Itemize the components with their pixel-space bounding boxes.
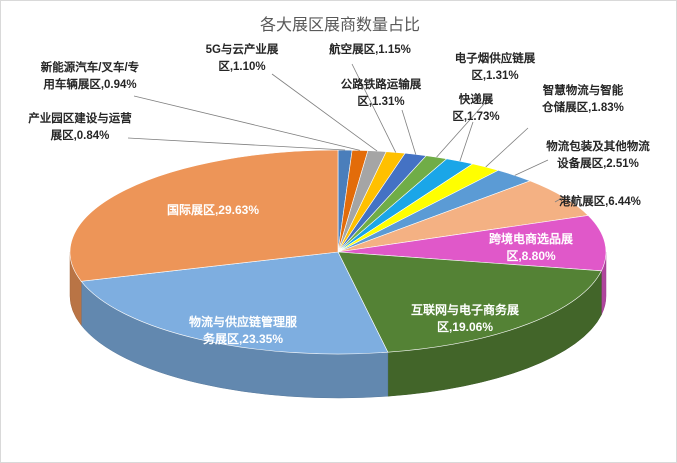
slice-2-label-line: 区,1.10% <box>218 60 265 73</box>
slice-1-label-line: 用车辆展区,0.94% <box>42 77 136 91</box>
slice-3-label-line: 航空展区,1.15% <box>329 42 411 56</box>
slice-2-label: 5G与云产业展区,1.10% <box>206 42 279 73</box>
slice-13 <box>69 149 339 282</box>
slice-8-label: 物流包装及其他物流设备展区,2.51% <box>546 139 650 170</box>
pie-slices <box>69 149 607 355</box>
slice-5-leader <box>436 94 493 158</box>
slice-6-leader <box>459 121 474 162</box>
slice-1-label-line: 新能源汽车/叉车/专 <box>41 60 139 74</box>
slice-6-label: 快递展区,1.73% <box>452 92 499 123</box>
slice-3-label: 航空展区,1.15% <box>329 42 411 56</box>
slice-0-label: 产业园区建设与运营展区,0.84% <box>28 111 132 142</box>
slice-9-leader <box>554 196 564 203</box>
slice-4-label-line: 区,1.31% <box>357 95 404 108</box>
slice-5-label: 电子烟供应链展区,1.31% <box>455 51 536 82</box>
slice-7-label-line: 仓储展区,1.83% <box>541 100 624 114</box>
slice-11-label-line: 区,19.06% <box>437 320 493 334</box>
slice-5-label-line: 区,1.31% <box>471 69 518 82</box>
slice-9-label-line: 港航展区,6.44% <box>559 194 641 208</box>
slice-11-label: 互联网与电子商务展区,19.06% <box>411 302 519 334</box>
slice-10 <box>337 215 607 272</box>
slice-0-leader <box>127 137 346 151</box>
slice-7-leader <box>485 127 529 168</box>
slice-11-label-line: 互联网与电子商务展 <box>411 302 519 317</box>
slice-9-label: 港航展区,6.44% <box>559 194 641 208</box>
slice-7-label: 智慧物流与智能仓储展区,1.83% <box>541 83 624 114</box>
slice-2-label-line: 5G与云产业展 <box>206 42 279 56</box>
slice-12-label: 物流与供应链管理服务展区,23.35% <box>189 314 298 346</box>
slice-0-label-line: 展区,0.84% <box>50 129 110 142</box>
slice-2-leader <box>271 73 378 152</box>
slice-3-leader <box>351 63 397 153</box>
leader-lines <box>127 63 564 203</box>
slice-12-label-line: 务展区,23.35% <box>203 331 283 346</box>
slice-labels: 产业园区建设与运营展区,0.84% 新能源汽车/叉车/专用车辆展区,0.94% 5G… <box>28 42 650 346</box>
slice-5-label-line: 电子烟供应链展 <box>455 51 536 65</box>
slice-8-label-line: 物流包装及其他物流 <box>546 139 650 153</box>
slice-1-label: 新能源汽车/叉车/专用车辆展区,0.94% <box>41 60 139 91</box>
slice-4-label-line: 公路铁路运输展 <box>341 77 422 91</box>
chart-title: 各大展区展商数量占比 <box>260 16 420 34</box>
slice-10-label-line: 区,8.80% <box>506 249 556 263</box>
slice-7-label-line: 智慧物流与智能 <box>543 83 624 97</box>
slice-8-label-line: 设备展区,2.51% <box>557 156 639 170</box>
slice-10-label-line: 跨境电商选品展 <box>489 231 573 246</box>
slice-4-leader <box>401 109 417 155</box>
slice-13-label: 国际展区,29.63% <box>167 203 259 217</box>
slice-12-label-line: 物流与供应链管理服 <box>189 314 298 329</box>
slice-13-label-line: 国际展区,29.63% <box>167 203 259 217</box>
slice-0-label-line: 产业园区建设与运营 <box>28 111 132 125</box>
slice-6-label-line: 快递展 <box>458 92 494 106</box>
slice-6-label-line: 区,1.73% <box>452 110 499 123</box>
slice-12 <box>80 251 389 355</box>
slice-1-leader <box>133 95 361 151</box>
slice-11 <box>337 251 602 353</box>
slice-4-label: 公路铁路运输展区,1.31% <box>341 77 422 108</box>
slice-10-label: 跨境电商选品展区,8.80% <box>489 231 573 263</box>
slice-8-leader <box>514 159 549 176</box>
